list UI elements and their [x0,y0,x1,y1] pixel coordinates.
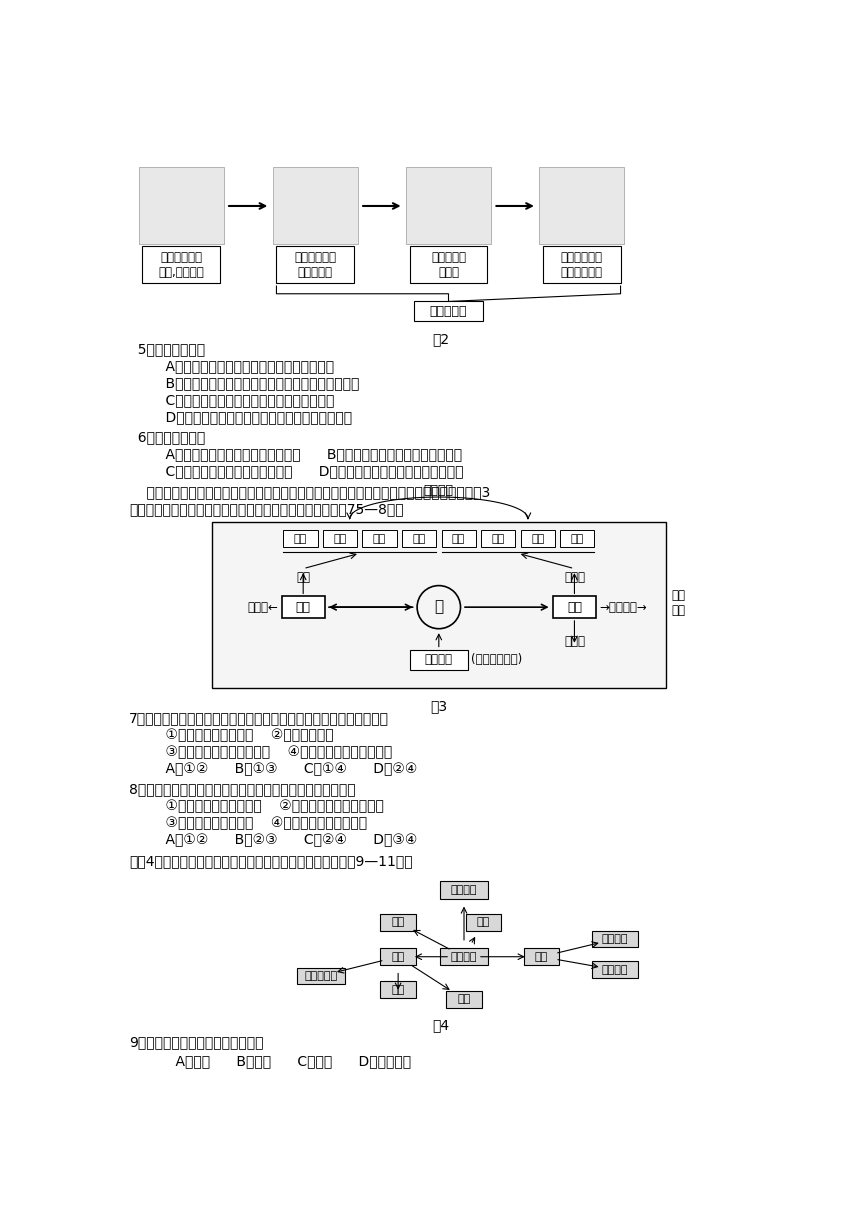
Bar [560,530,594,547]
Bar [465,913,501,930]
Bar [592,930,638,947]
Text: 红猥猥失去栖
息地,濮临灭绝: 红猥猥失去栖 息地,濮临灭绝 [158,250,204,278]
Text: ①实现了废弃物的零排放    ②减缓当地气候变暖的趋势: ①实现了废弃物的零排放 ②减缓当地气候变暖的趋势 [148,799,384,812]
Text: 榨取、提炼
棕桔油: 榨取、提炼 棕桔油 [431,250,466,278]
Bar [481,530,515,547]
Text: 图3: 图3 [430,699,447,714]
Text: 发电: 发电 [491,534,505,544]
Bar [553,596,596,618]
Bar [406,168,491,244]
Bar [380,913,416,930]
Text: 焦炉气←: 焦炉气← [247,601,278,614]
Bar [592,962,638,979]
Text: 第三产业: 第三产业 [451,885,477,895]
Text: 9．田纳西河流域开发的中心环节是: 9．田纳西河流域开发的中心环节是 [129,1035,264,1049]
Text: 8．该生产结构的变化对当地生态环境的影响，说法正确的是: 8．该生产结构的变化对当地生态环境的影响，说法正确的是 [129,782,356,796]
Text: D．经济可持续与生态可持续相互矛盾，不可协调: D．经济可持续与生态可持续相互矛盾，不可协调 [148,410,352,424]
Text: 防洪: 防洪 [391,952,405,962]
Bar [446,991,482,1008]
Text: 合成气: 合成气 [564,635,585,648]
Text: A．油棕产业符合可持续发展中的公平性原则: A．油棕产业符合可持续发展中的公平性原则 [148,359,334,373]
Text: 煤炭开采: 煤炭开采 [425,653,453,666]
Text: ③减缓煤炭资源的开发速度    ④延长产业链、增加附加值: ③减缓煤炭资源的开发速度 ④延长产业链、增加附加值 [148,745,392,759]
Text: 7．图中山西某地煤炭资源开发和综合利用后，其社会经济效益表现在: 7．图中山西某地煤炭资源开发和综合利用后，其社会经济效益表现在 [129,711,390,725]
Text: 冶金工业: 冶金工业 [602,934,629,944]
Bar [138,168,224,244]
Text: 电力工业: 电力工业 [602,964,629,975]
Bar [409,246,488,283]
Text: 梯级开发: 梯级开发 [451,952,477,962]
Bar [380,948,416,966]
Text: 图2: 图2 [433,332,449,347]
Bar [440,880,488,899]
Bar [212,523,666,688]
Text: 民用: 民用 [452,534,465,544]
Text: 将雨林开垓为
油棕种植园: 将雨林开垓为 油棕种植园 [294,250,336,278]
Text: 燃料气: 燃料气 [564,572,585,585]
Text: 冶金: 冶金 [531,534,544,544]
Bar [273,168,358,244]
Text: A．①②      B．②③      C．②④      D．③④: A．①② B．②③ C．②④ D．③④ [148,833,417,846]
Bar [276,246,354,283]
Text: ③加剧了当地大气污染    ④加剧当地水资源的短缺: ③加剧了当地大气污染 ④加剧当地水资源的短缺 [148,816,367,829]
Bar [409,649,468,670]
Bar [282,596,324,618]
Bar [323,530,357,547]
Text: 5．依据材料推断: 5．依据材料推断 [129,342,206,356]
Text: A．发电      B．防洪      C．养殖      D．梯级开发: A．发电 B．防洪 C．养殖 D．梯级开发 [158,1054,411,1068]
Text: 二氧化碘: 二氧化碘 [424,484,454,497]
Bar [543,246,621,283]
Text: 水电: 水电 [535,952,548,962]
Text: 铸造: 铸造 [373,534,386,544]
Text: 山西是我国煤炭输出最多的省区，随着煤炭深加工的发展，生产结构也发生了很大变化。图3: 山西是我国煤炭输出最多的省区，随着煤炭深加工的发展，生产结构也发生了很大变化。图… [129,485,490,500]
Bar [441,530,476,547]
Text: A．①②      B．①③      C．①④      D．②④: A．①② B．①③ C．①④ D．②④ [148,762,417,776]
Bar [415,302,482,321]
Text: 为「山西某地煤炭资源开发和综合利用示意图」，读图完成75—8题。: 为「山西某地煤炭资源开发和综合利用示意图」，读图完成75—8题。 [129,502,404,517]
Text: ①减轻交通运输的压力    ②减少就业机会: ①减轻交通运输的压力 ②减少就业机会 [148,728,334,742]
Bar [539,168,624,244]
Text: 图4: 图4 [433,1018,449,1032]
Text: 农业现代化: 农业现代化 [304,972,337,981]
Text: 其他: 其他 [570,534,584,544]
Bar [380,981,416,998]
Bar [284,530,317,547]
Text: 部分
回收: 部分 回收 [672,590,685,618]
Text: (甲醇、合成氨): (甲醇、合成氨) [471,653,522,666]
Text: C．热带雨林具有保护生物多样性的生态效益: C．热带雨林具有保护生物多样性的生态效益 [148,393,335,407]
Bar [524,948,559,966]
Text: 煤: 煤 [434,599,444,614]
Bar [440,948,488,966]
Text: A．油棕种植业属小型自给自足农业      B．棕桔油榨取工业宜靠近原料产地: A．油棕种植业属小型自给自足农业 B．棕桔油榨取工业宜靠近原料产地 [148,447,462,461]
Text: →二氧化硫→: →二氧化硫→ [599,601,647,614]
Text: 养殖: 养殖 [458,995,470,1004]
Bar [143,246,220,283]
Text: 旅游: 旅游 [391,917,405,927]
Text: 油棕产业链: 油棕产业链 [430,305,467,317]
Text: C．油棕生产不会对环境造成影响      D．油棕产业链常形成综合性工业地域: C．油棕生产不会对环境造成影响 D．油棕产业链常形成综合性工业地域 [148,465,464,478]
Bar [402,530,436,547]
Text: 焦炭: 焦炭 [296,572,310,585]
Text: B．延续「刀耕火种」式农业，能避免雨林生态恶化: B．延续「刀耕火种」式农业，能避免雨林生态恶化 [148,376,359,390]
Bar [362,530,396,547]
Text: 6．油棕产业链中: 6．油棕产业链中 [129,430,206,444]
Text: 航运: 航运 [476,917,490,927]
Text: 炼锤: 炼锤 [294,534,307,544]
Text: 灰滦: 灰滦 [391,985,405,995]
Text: 成为方便面生
产的重要原料: 成为方便面生 产的重要原料 [561,250,603,278]
Text: 读图4「美国田纳西河流域的综合开发与治理示意图」，回筕9—11题。: 读图4「美国田纳西河流域的综合开发与治理示意图」，回筕9—11题。 [129,855,413,868]
Bar [520,530,555,547]
Text: 炼铁: 炼铁 [334,534,347,544]
Text: 电石: 电石 [413,534,426,544]
Text: 焦化: 焦化 [296,601,310,614]
Text: 氧化: 氧化 [567,601,582,614]
Bar [297,968,345,985]
